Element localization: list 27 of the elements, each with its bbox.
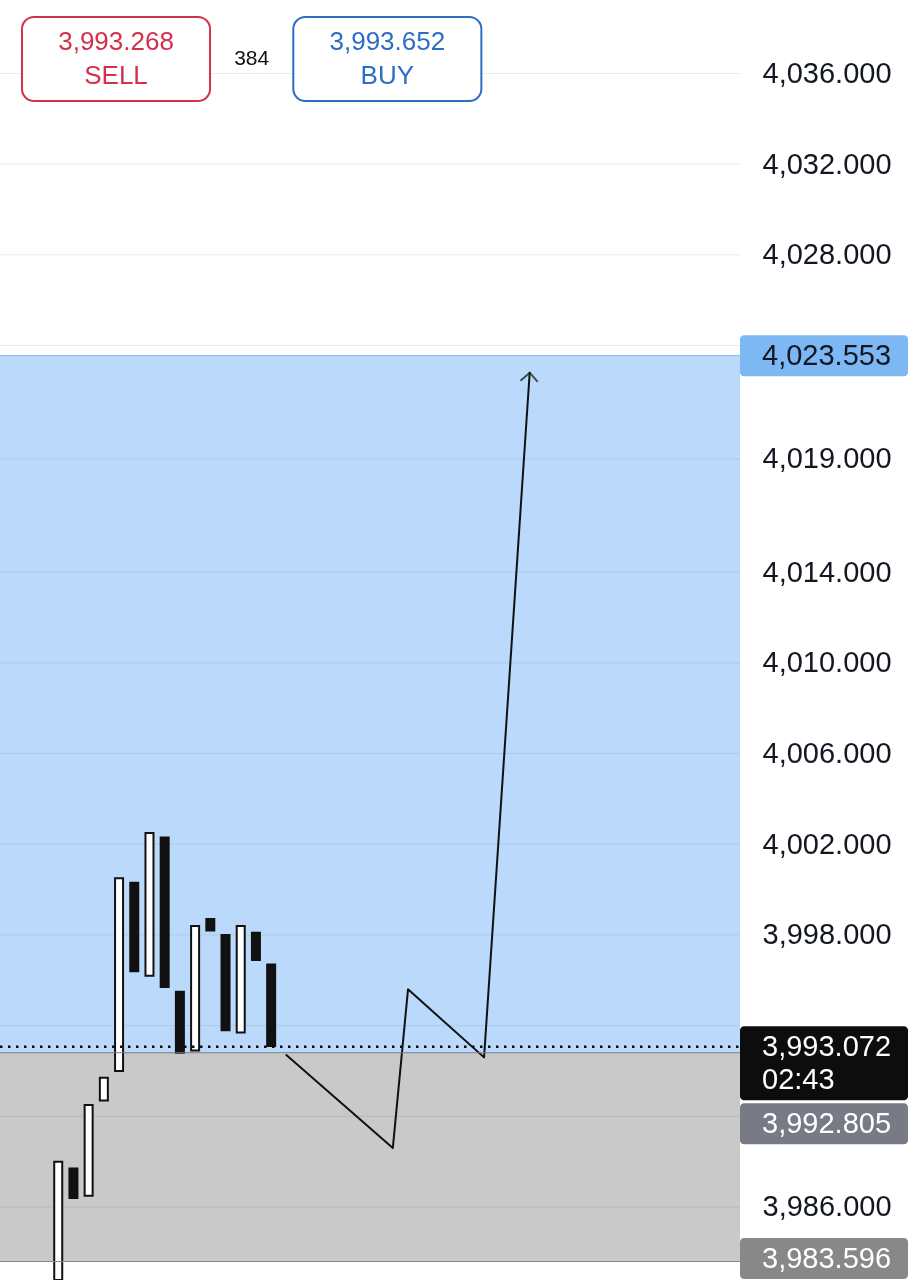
ref-line-label: 3,992.805 <box>762 1106 892 1139</box>
y-tick-label: 4,014.000 <box>762 555 892 588</box>
candlestick <box>68 1167 79 1199</box>
y-tick-label: 4,032.000 <box>762 147 892 180</box>
candlestick <box>98 1076 109 1102</box>
ref-line-label: 3,993.072 02:43 <box>762 1029 892 1095</box>
candlestick <box>159 836 170 989</box>
candlestick <box>144 831 155 977</box>
candlestick <box>205 918 216 932</box>
annotation: 3,993.268 SELL <box>58 26 174 90</box>
candlestick <box>235 924 246 1034</box>
candlestick <box>83 1103 94 1197</box>
y-tick-label: 4,036.000 <box>762 56 892 89</box>
y-tick-label: 3,998.000 <box>762 918 892 951</box>
y-tick-label: 4,002.000 <box>762 827 892 860</box>
y-tick-label: 4,028.000 <box>762 238 892 271</box>
y-tick-label: 4,019.000 <box>762 442 892 475</box>
y-tick-label: 4,006.000 <box>762 737 892 770</box>
annotation: 384 <box>234 46 270 69</box>
y-tick-label: 4,010.000 <box>762 646 892 679</box>
annotation: 3,993.652 BUY <box>329 26 446 90</box>
ref-line-label: 4,023.553 <box>762 338 892 371</box>
candlestick <box>129 881 140 973</box>
y-tick-label: 3,986.000 <box>762 1190 892 1223</box>
candlestick <box>250 931 261 961</box>
ref-line-label: 3,983.596 <box>762 1241 892 1274</box>
candlestick <box>220 933 231 1032</box>
